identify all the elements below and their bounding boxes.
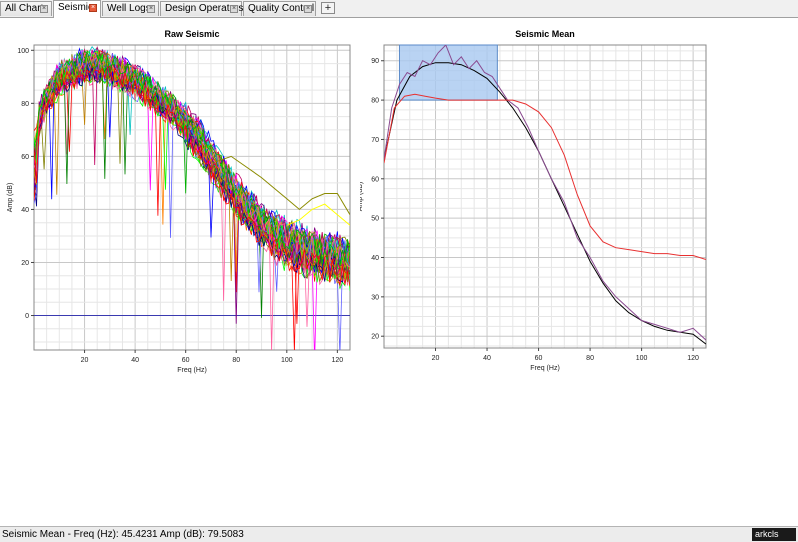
plot-frame xyxy=(383,44,707,349)
y-axis-label: Amp (dB) xyxy=(360,182,364,212)
seismic-trace xyxy=(34,58,350,350)
x-tick-label: 120 xyxy=(332,357,344,364)
chart-title: Raw Seismic xyxy=(164,29,219,39)
series-group xyxy=(34,45,350,350)
seismic-mean-chart[interactable]: 20 40 60 80 100 120 20 30 40 50 60 70 80 90 Seismic Me… xyxy=(357,18,720,381)
chart-title: Seismic Mean xyxy=(515,29,575,39)
raw-seismic-plot[interactable]: 20 40 60 80 100 120 0 20 40 60 80 100 Raw Seismic Fre… xyxy=(0,18,360,378)
seismic-trace xyxy=(34,52,350,350)
plot-frame xyxy=(33,44,351,351)
status-text: Seismic Mean - Freq (Hz): 45.4231 Amp (d… xyxy=(2,529,244,540)
series-group xyxy=(384,45,706,345)
seismic-trace xyxy=(34,54,350,275)
tab-label: Quality Control xyxy=(248,3,315,14)
tab-label: Seismic xyxy=(58,2,94,13)
outlier-trace xyxy=(286,203,350,226)
seismic-trace xyxy=(34,49,350,324)
y-tick-label: 60 xyxy=(371,176,379,183)
x-tick-label: 20 xyxy=(432,355,440,362)
x-tick-label: 80 xyxy=(586,355,594,362)
add-tab-button[interactable]: + xyxy=(321,2,335,14)
y-tick-label: 80 xyxy=(21,101,29,108)
seismic-trace xyxy=(34,64,350,287)
x-tick-label: 20 xyxy=(81,357,89,364)
y-tick-label: 40 xyxy=(21,207,29,214)
x-tick-label: 60 xyxy=(535,355,543,362)
y-tick-label: 80 xyxy=(371,98,379,105)
x-tick-label: 120 xyxy=(687,355,699,362)
y-tick-label: 70 xyxy=(371,137,379,144)
y-tick-label: 60 xyxy=(21,154,29,161)
tab-well-logs[interactable]: Well Logs × xyxy=(102,1,159,16)
close-icon[interactable]: × xyxy=(230,5,238,13)
seismic-trace xyxy=(34,56,350,350)
y-tick-label: 40 xyxy=(371,255,379,262)
close-icon[interactable]: × xyxy=(147,5,155,13)
x-tick-label: 100 xyxy=(636,355,648,362)
seismic-trace xyxy=(34,59,350,324)
x-tick-label: 100 xyxy=(281,357,293,364)
mean-series xyxy=(384,93,706,260)
grid xyxy=(384,45,706,348)
logo-text: arkcls xyxy=(755,529,779,539)
grid xyxy=(34,45,350,350)
y-tick-label: 100 xyxy=(17,48,29,55)
seismic-trace xyxy=(34,51,350,266)
seismic-trace xyxy=(34,50,350,318)
mean-series xyxy=(384,62,706,345)
x-tick-label: 40 xyxy=(131,357,139,364)
close-icon[interactable]: × xyxy=(304,5,312,13)
tab-bar: All Charts × Seismic × Well Logs × Desig… xyxy=(0,0,798,18)
tab-design-operators[interactable]: Design Operators × xyxy=(160,1,244,16)
tab-label: Well Logs xyxy=(107,3,151,14)
seismic-trace xyxy=(34,58,350,282)
x-tick-label: 60 xyxy=(182,357,190,364)
y-tick-label: 90 xyxy=(371,58,379,65)
x-tick-label: 40 xyxy=(483,355,491,362)
y-tick-label: 0 xyxy=(25,313,29,320)
x-axis-label: Freq (Hz) xyxy=(530,365,560,372)
seismic-trace xyxy=(34,62,350,350)
y-tick-label: 30 xyxy=(371,294,379,301)
status-bar: Seismic Mean - Freq (Hz): 45.4231 Amp (d… xyxy=(0,526,798,542)
close-icon[interactable]: × xyxy=(89,4,97,12)
x-tick-label: 80 xyxy=(232,357,240,364)
tab-label: All Charts xyxy=(5,3,49,14)
seismic-trace xyxy=(34,52,350,270)
tab-seismic[interactable]: Seismic × xyxy=(53,0,101,18)
raw-seismic-chart[interactable]: 20 40 60 80 100 120 0 20 40 60 80 100 Raw Seismic Fre… xyxy=(0,18,360,381)
outlier-trace xyxy=(215,155,350,215)
y-tick-label: 50 xyxy=(371,216,379,223)
x-axis-label: Freq (Hz) xyxy=(177,367,207,374)
seismic-mean-plot[interactable]: 20 40 60 80 100 120 20 30 40 50 60 70 80 90 Seismic Me… xyxy=(357,18,720,378)
selection-box xyxy=(398,44,498,101)
tab-label: Design Operators xyxy=(165,3,244,14)
y-tick-label: 20 xyxy=(371,334,379,341)
y-axis-label: Amp (dB) xyxy=(7,183,14,213)
tab-all-charts[interactable]: All Charts × xyxy=(0,1,52,16)
close-icon[interactable]: × xyxy=(40,5,48,13)
tab-quality-control[interactable]: Quality Control × xyxy=(243,1,316,16)
arkcls-logo: arkcls xyxy=(752,528,796,541)
y-tick-label: 20 xyxy=(21,260,29,267)
